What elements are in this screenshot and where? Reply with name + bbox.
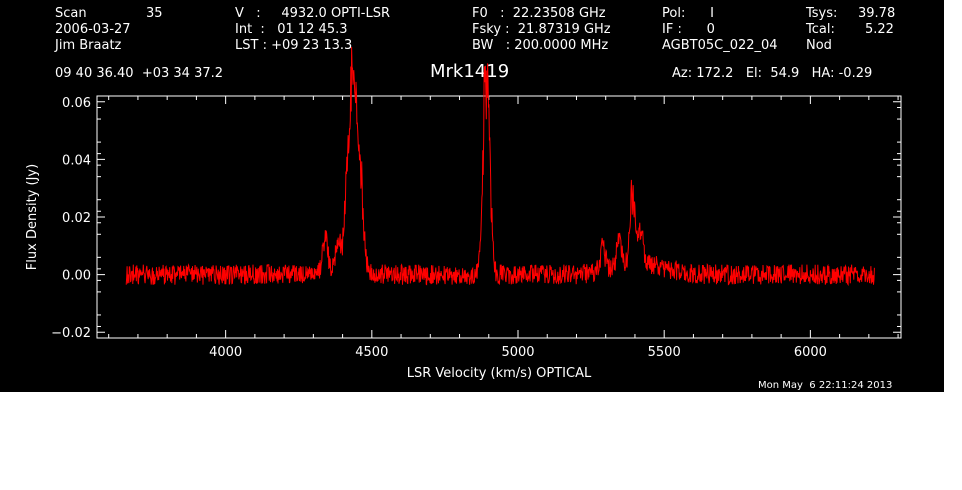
plot-frame <box>96 95 902 339</box>
y-axis-label: Flux Density (Jy) <box>25 164 40 270</box>
switching-mode: Nod <box>806 38 832 53</box>
y-tick-label: 0.04 <box>62 153 91 168</box>
sky-frequency: Fsky : 21.87319 GHz <box>472 22 611 37</box>
spectrum-trace <box>125 46 875 287</box>
y-tick-label: 0.02 <box>62 211 91 226</box>
x-tick-label: 4000 <box>209 345 242 360</box>
lst-info: LST : +09 23 13.3 <box>235 38 353 53</box>
plot-timestamp: Mon May 6 22:11:24 2013 <box>758 380 893 391</box>
source-name: Mrk1419 <box>430 61 510 82</box>
tcal-value: 5.22 <box>865 22 894 37</box>
x-tick-label: 5000 <box>501 345 534 360</box>
bandwidth: BW : 200.0000 MHz <box>472 38 609 53</box>
x-tick-label: 5500 <box>648 345 681 360</box>
observer-name: Jim Braatz <box>55 38 122 53</box>
project-id: AGBT05C_022_04 <box>662 38 778 53</box>
tsys-label: Tsys: <box>806 6 838 21</box>
tsys-value: 39.78 <box>858 6 896 21</box>
tcal-label: Tcal: <box>806 22 835 37</box>
spectrum-panel: Scan 35 2006-03-27 Jim Braatz V : 4932.0… <box>0 0 944 392</box>
y-tick-label: −0.02 <box>51 326 91 341</box>
scan-number: 35 <box>146 6 163 21</box>
source-coordinates: 09 40 36.40 +03 34 37.2 <box>55 66 224 81</box>
rest-frequency: F0 : 22.23508 GHz <box>472 6 606 21</box>
observation-date: 2006-03-27 <box>55 22 131 37</box>
integration-time: Int : 01 12 45.3 <box>235 22 348 37</box>
if-number: IF : 0 <box>662 22 715 37</box>
az-el-ha: Az: 172.2 El: 54.9 HA: -0.29 <box>672 66 873 81</box>
scan-label: Scan <box>55 6 87 21</box>
polarization: Pol: I <box>662 6 714 21</box>
y-tick-label: 0.06 <box>62 96 91 111</box>
y-tick-label: 0.00 <box>62 269 91 284</box>
x-axis-label: LSR Velocity (km/s) OPTICAL <box>407 366 592 381</box>
x-tick-label: 6000 <box>794 345 827 360</box>
x-tick-label: 4500 <box>355 345 388 360</box>
velocity-info: V : 4932.0 OPTI-LSR <box>235 6 391 21</box>
